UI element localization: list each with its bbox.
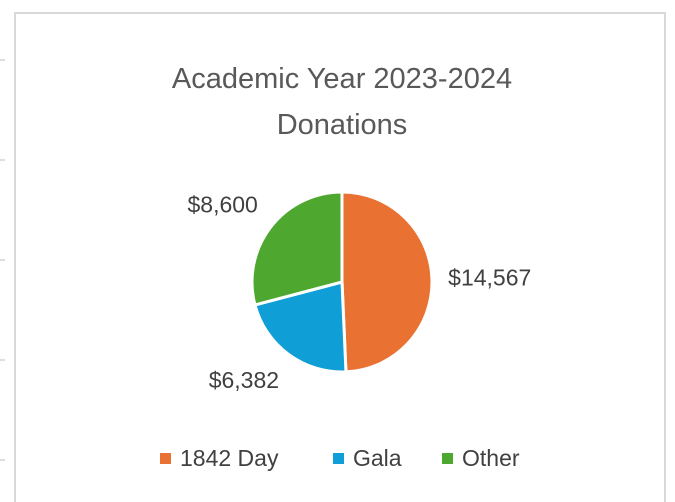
- legend-label: Other: [462, 445, 520, 471]
- legend-swatch: [442, 453, 453, 464]
- pie-slice: [250, 190, 344, 307]
- chart-frame: [14, 12, 666, 502]
- legend-label: 1842 Day: [180, 445, 279, 471]
- data-label: $8,600: [188, 191, 258, 217]
- chart-title: Academic Year 2023-2024 Donations: [171, 63, 513, 141]
- legend-swatch: [333, 453, 344, 464]
- data-label: $14,567: [448, 264, 531, 290]
- data-label: $6,382: [209, 367, 279, 393]
- pie-slice: [253, 280, 348, 374]
- legend-label: Gala: [353, 445, 402, 471]
- pie-slice: [340, 190, 434, 374]
- legend-swatch: [160, 453, 171, 464]
